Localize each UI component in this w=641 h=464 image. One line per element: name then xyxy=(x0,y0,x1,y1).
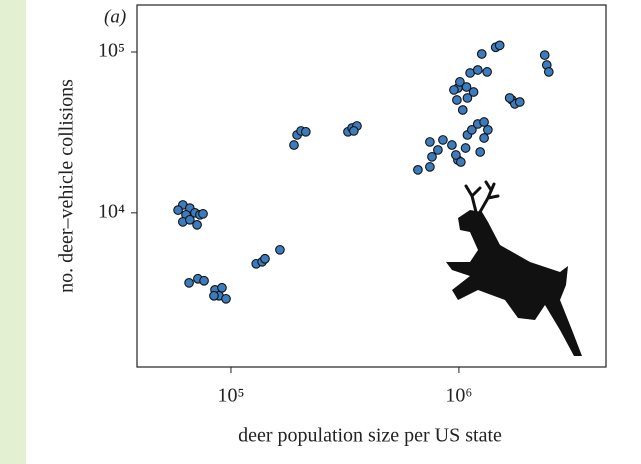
point xyxy=(199,275,209,286)
point xyxy=(221,293,231,304)
point xyxy=(482,67,492,77)
point xyxy=(300,126,311,137)
point xyxy=(427,151,437,162)
point xyxy=(479,117,489,127)
point xyxy=(198,208,208,219)
x-tick-label: 10⁵ xyxy=(217,385,244,407)
point xyxy=(425,137,435,147)
point xyxy=(455,77,465,87)
point xyxy=(543,67,554,77)
point xyxy=(468,87,479,97)
point xyxy=(467,125,477,135)
point xyxy=(184,214,195,225)
point xyxy=(476,49,487,59)
point xyxy=(514,97,525,107)
point xyxy=(504,93,515,103)
point xyxy=(260,253,270,264)
point xyxy=(462,93,473,103)
point xyxy=(539,50,550,60)
point xyxy=(461,82,472,92)
point xyxy=(425,162,435,172)
point xyxy=(173,205,183,215)
point xyxy=(451,150,461,160)
deer-silhouette xyxy=(446,180,582,356)
point xyxy=(452,95,462,105)
y-axis-label: no. deer–vehicle collisions xyxy=(56,79,78,293)
point xyxy=(460,143,471,153)
point xyxy=(184,277,194,288)
point xyxy=(483,125,493,135)
point xyxy=(433,145,443,155)
x-tick-label: 10⁶ xyxy=(445,385,472,407)
point xyxy=(348,126,359,136)
point xyxy=(457,105,468,115)
point xyxy=(209,290,219,301)
point xyxy=(449,85,459,95)
point xyxy=(456,157,466,167)
point xyxy=(472,65,483,75)
point xyxy=(438,135,448,145)
panel-label: (a) xyxy=(104,6,126,27)
point xyxy=(479,133,489,143)
point xyxy=(192,219,202,230)
point xyxy=(494,40,505,51)
point xyxy=(447,140,457,150)
y-tick-label: 10⁴ xyxy=(98,200,125,222)
plot-frame xyxy=(136,4,607,368)
y-tick-label: 10⁵ xyxy=(98,40,125,62)
point xyxy=(275,244,285,255)
point xyxy=(217,282,227,293)
side-strip xyxy=(0,0,26,464)
point xyxy=(413,165,423,175)
x-axis-label: deer population size per US state xyxy=(238,425,502,447)
point xyxy=(289,140,299,150)
point xyxy=(475,147,486,157)
